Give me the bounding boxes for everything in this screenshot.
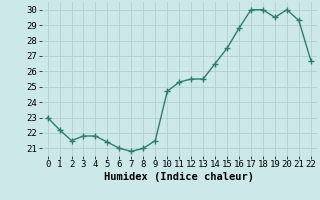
X-axis label: Humidex (Indice chaleur): Humidex (Indice chaleur) — [104, 172, 254, 182]
